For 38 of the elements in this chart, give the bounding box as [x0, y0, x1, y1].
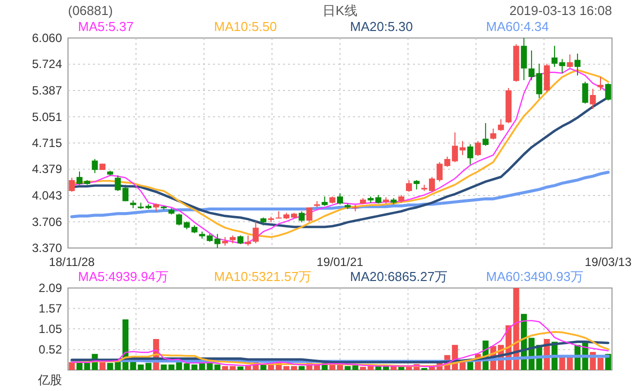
chart-title: (06881) [68, 3, 113, 18]
bar [107, 362, 114, 370]
text: MA20:6865.27万 [350, 269, 448, 284]
text: MA10:5.50 [214, 19, 277, 34]
bar [398, 366, 404, 370]
chart-subtitle: 日K线 [322, 3, 358, 18]
y-tick-label: 3.370 [32, 241, 62, 255]
y-tick-label: 5.387 [32, 84, 62, 98]
line-series [70, 340, 610, 364]
y-tick-label: 5.724 [32, 57, 62, 72]
bar [99, 362, 106, 370]
text: 2019-03-13 16:08 [509, 3, 612, 18]
text: MA10:5321.57万 [214, 269, 312, 284]
y-tick-label: 1.05 [38, 322, 62, 336]
text: MA60:4.34 [486, 19, 549, 34]
bar [214, 364, 220, 370]
y-tick-label: 1.57 [38, 301, 62, 316]
bar [298, 366, 305, 370]
y-tick-label: 4.379 [32, 162, 62, 176]
x-tick-label: 18/11/28 [48, 255, 96, 269]
y-tick-label: 0.52 [38, 342, 62, 357]
y-tick-label: 3.706 [32, 214, 62, 229]
text: MA5:4939.94万 [78, 269, 168, 284]
bar [68, 362, 75, 370]
y-tick-label: 2.09 [38, 281, 62, 295]
x-tick-label: 19/01/21 [316, 255, 364, 269]
bar [237, 366, 244, 370]
text: MA60:3490.93万 [486, 269, 584, 284]
y-tick-label: 6.060 [32, 31, 62, 45]
bar [344, 366, 351, 370]
text: MA20:5.30 [350, 19, 413, 34]
y-axis-title: 亿股 [37, 373, 62, 387]
y-tick-label: 4.715 [32, 136, 62, 150]
y-tick-label: 5.051 [32, 110, 62, 124]
y-tick-label: 4.043 [32, 188, 62, 202]
x-tick-label: 19/03/13 [584, 255, 632, 269]
text: MA5:5.37 [78, 19, 134, 34]
bar [352, 365, 358, 370]
